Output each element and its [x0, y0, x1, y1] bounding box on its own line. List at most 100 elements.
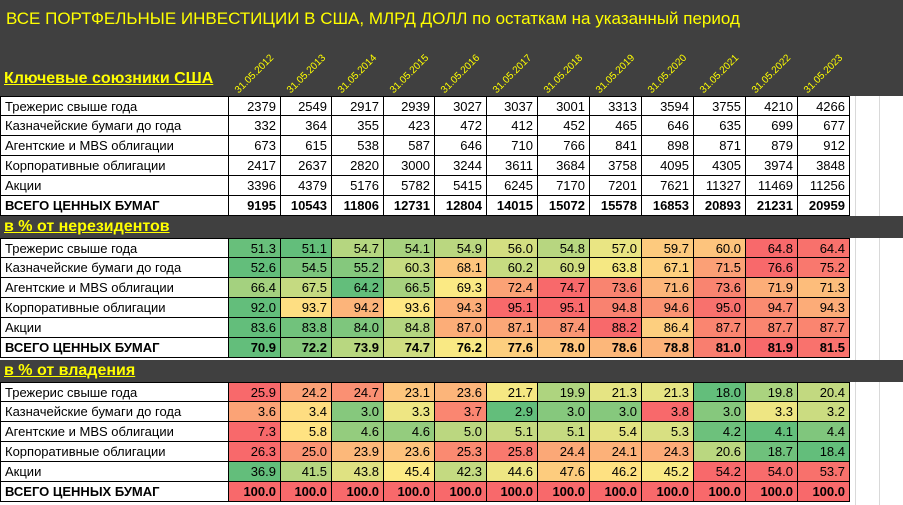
- table-cell[interactable]: 100.0: [229, 482, 281, 502]
- table-cell[interactable]: 699: [746, 116, 798, 136]
- table-cell[interactable]: 3.3: [384, 402, 435, 422]
- table-cell[interactable]: 78.6: [590, 338, 642, 358]
- table-cell[interactable]: 73.6: [590, 278, 642, 298]
- table-cell[interactable]: 92.0: [229, 298, 281, 318]
- table-cell[interactable]: 87.7: [746, 318, 798, 338]
- table-cell[interactable]: 5.1: [487, 422, 538, 442]
- table-cell[interactable]: 20.6: [694, 442, 746, 462]
- row-label[interactable]: Акции: [0, 318, 229, 338]
- row-label[interactable]: Агентские и MBS облигации: [0, 422, 229, 442]
- table-cell[interactable]: 673: [229, 136, 281, 156]
- table-cell[interactable]: 18.7: [746, 442, 798, 462]
- table-cell[interactable]: 100.0: [332, 482, 384, 502]
- table-cell[interactable]: 4095: [642, 156, 694, 176]
- table-cell[interactable]: 3.6: [229, 402, 281, 422]
- table-cell[interactable]: 5.1: [538, 422, 590, 442]
- table-cell[interactable]: 87.7: [798, 318, 850, 338]
- table-cell[interactable]: 14015: [487, 196, 538, 216]
- table-cell[interactable]: 60.3: [384, 258, 435, 278]
- table-cell[interactable]: 60.9: [538, 258, 590, 278]
- table-cell[interactable]: 23.1: [384, 382, 435, 402]
- section-title[interactable]: Ключевые союзники США: [4, 70, 214, 87]
- table-cell[interactable]: 4266: [798, 96, 850, 116]
- table-cell[interactable]: 5.3: [642, 422, 694, 442]
- table-cell[interactable]: 100.0: [590, 482, 642, 502]
- table-cell[interactable]: 7621: [642, 176, 694, 196]
- table-cell[interactable]: 7201: [590, 176, 642, 196]
- table-cell[interactable]: 24.3: [642, 442, 694, 462]
- table-cell[interactable]: 83.8: [281, 318, 332, 338]
- table-cell[interactable]: 72.2: [281, 338, 332, 358]
- table-cell[interactable]: 23.6: [384, 442, 435, 462]
- table-cell[interactable]: 3974: [746, 156, 798, 176]
- sheet-title[interactable]: ВСЕ ПОРТФЕЛЬНЫЕ ИНВЕСТИЦИИ В США, МЛРД Д…: [6, 9, 740, 28]
- table-cell[interactable]: 43.8: [332, 462, 384, 482]
- table-cell[interactable]: 46.2: [590, 462, 642, 482]
- table-cell[interactable]: 12731: [384, 196, 435, 216]
- table-cell[interactable]: 93.6: [384, 298, 435, 318]
- table-cell[interactable]: 55.2: [332, 258, 384, 278]
- table-cell[interactable]: 100.0: [487, 482, 538, 502]
- table-cell[interactable]: 472: [435, 116, 487, 136]
- row-label[interactable]: Трежерис свыше года: [0, 382, 229, 402]
- table-cell[interactable]: 5176: [332, 176, 384, 196]
- table-cell[interactable]: 94.6: [642, 298, 694, 318]
- table-cell[interactable]: 87.4: [538, 318, 590, 338]
- table-cell[interactable]: 11806: [332, 196, 384, 216]
- table-cell[interactable]: 71.6: [642, 278, 694, 298]
- table-cell[interactable]: 64.4: [798, 238, 850, 258]
- table-cell[interactable]: 587: [384, 136, 435, 156]
- table-cell[interactable]: 2549: [281, 96, 332, 116]
- table-cell[interactable]: 23.6: [435, 382, 487, 402]
- row-label[interactable]: Агентские и MBS облигации: [0, 136, 229, 156]
- table-cell[interactable]: 6245: [487, 176, 538, 196]
- table-cell[interactable]: 71.5: [694, 258, 746, 278]
- table-cell[interactable]: 11469: [746, 176, 798, 196]
- row-label[interactable]: Трежерис свыше года: [0, 238, 229, 258]
- table-cell[interactable]: 100.0: [694, 482, 746, 502]
- table-cell[interactable]: 94.3: [435, 298, 487, 318]
- table-cell[interactable]: 4.6: [384, 422, 435, 442]
- table-cell[interactable]: 54.7: [332, 238, 384, 258]
- table-cell[interactable]: 24.1: [590, 442, 642, 462]
- table-cell[interactable]: 332: [229, 116, 281, 136]
- table-cell[interactable]: 81.5: [798, 338, 850, 358]
- table-cell[interactable]: 84.8: [384, 318, 435, 338]
- table-cell[interactable]: 53.7: [798, 462, 850, 482]
- table-cell[interactable]: 871: [694, 136, 746, 156]
- table-cell[interactable]: 16853: [642, 196, 694, 216]
- table-cell[interactable]: 94.7: [746, 298, 798, 318]
- table-cell[interactable]: 710: [487, 136, 538, 156]
- table-cell[interactable]: 67.5: [281, 278, 332, 298]
- table-cell[interactable]: 2917: [332, 96, 384, 116]
- table-cell[interactable]: 879: [746, 136, 798, 156]
- row-label[interactable]: ВСЕГО ЦЕННЫХ БУМАГ: [0, 196, 229, 216]
- table-cell[interactable]: 95.0: [694, 298, 746, 318]
- table-cell[interactable]: 23.9: [332, 442, 384, 462]
- table-cell[interactable]: 615: [281, 136, 332, 156]
- table-cell[interactable]: 3000: [384, 156, 435, 176]
- table-cell[interactable]: 3.4: [281, 402, 332, 422]
- table-cell[interactable]: 3.8: [642, 402, 694, 422]
- table-cell[interactable]: 2637: [281, 156, 332, 176]
- table-cell[interactable]: 5415: [435, 176, 487, 196]
- table-cell[interactable]: 20.4: [798, 382, 850, 402]
- table-cell[interactable]: 54.1: [384, 238, 435, 258]
- table-cell[interactable]: 465: [590, 116, 642, 136]
- row-label[interactable]: Казначейские бумаги до года: [0, 402, 229, 422]
- table-cell[interactable]: 423: [384, 116, 435, 136]
- table-cell[interactable]: 76.6: [746, 258, 798, 278]
- table-cell[interactable]: 4.6: [332, 422, 384, 442]
- table-cell[interactable]: 4305: [694, 156, 746, 176]
- table-cell[interactable]: 71.9: [746, 278, 798, 298]
- table-cell[interactable]: 73.6: [694, 278, 746, 298]
- table-cell[interactable]: 87.0: [435, 318, 487, 338]
- table-cell[interactable]: 25.8: [487, 442, 538, 462]
- table-cell[interactable]: 86.4: [642, 318, 694, 338]
- table-cell[interactable]: 77.6: [487, 338, 538, 358]
- table-cell[interactable]: 2417: [229, 156, 281, 176]
- table-cell[interactable]: 47.6: [538, 462, 590, 482]
- row-label[interactable]: ВСЕГО ЦЕННЫХ БУМАГ: [0, 482, 229, 502]
- table-cell[interactable]: 3396: [229, 176, 281, 196]
- table-cell[interactable]: 2.9: [487, 402, 538, 422]
